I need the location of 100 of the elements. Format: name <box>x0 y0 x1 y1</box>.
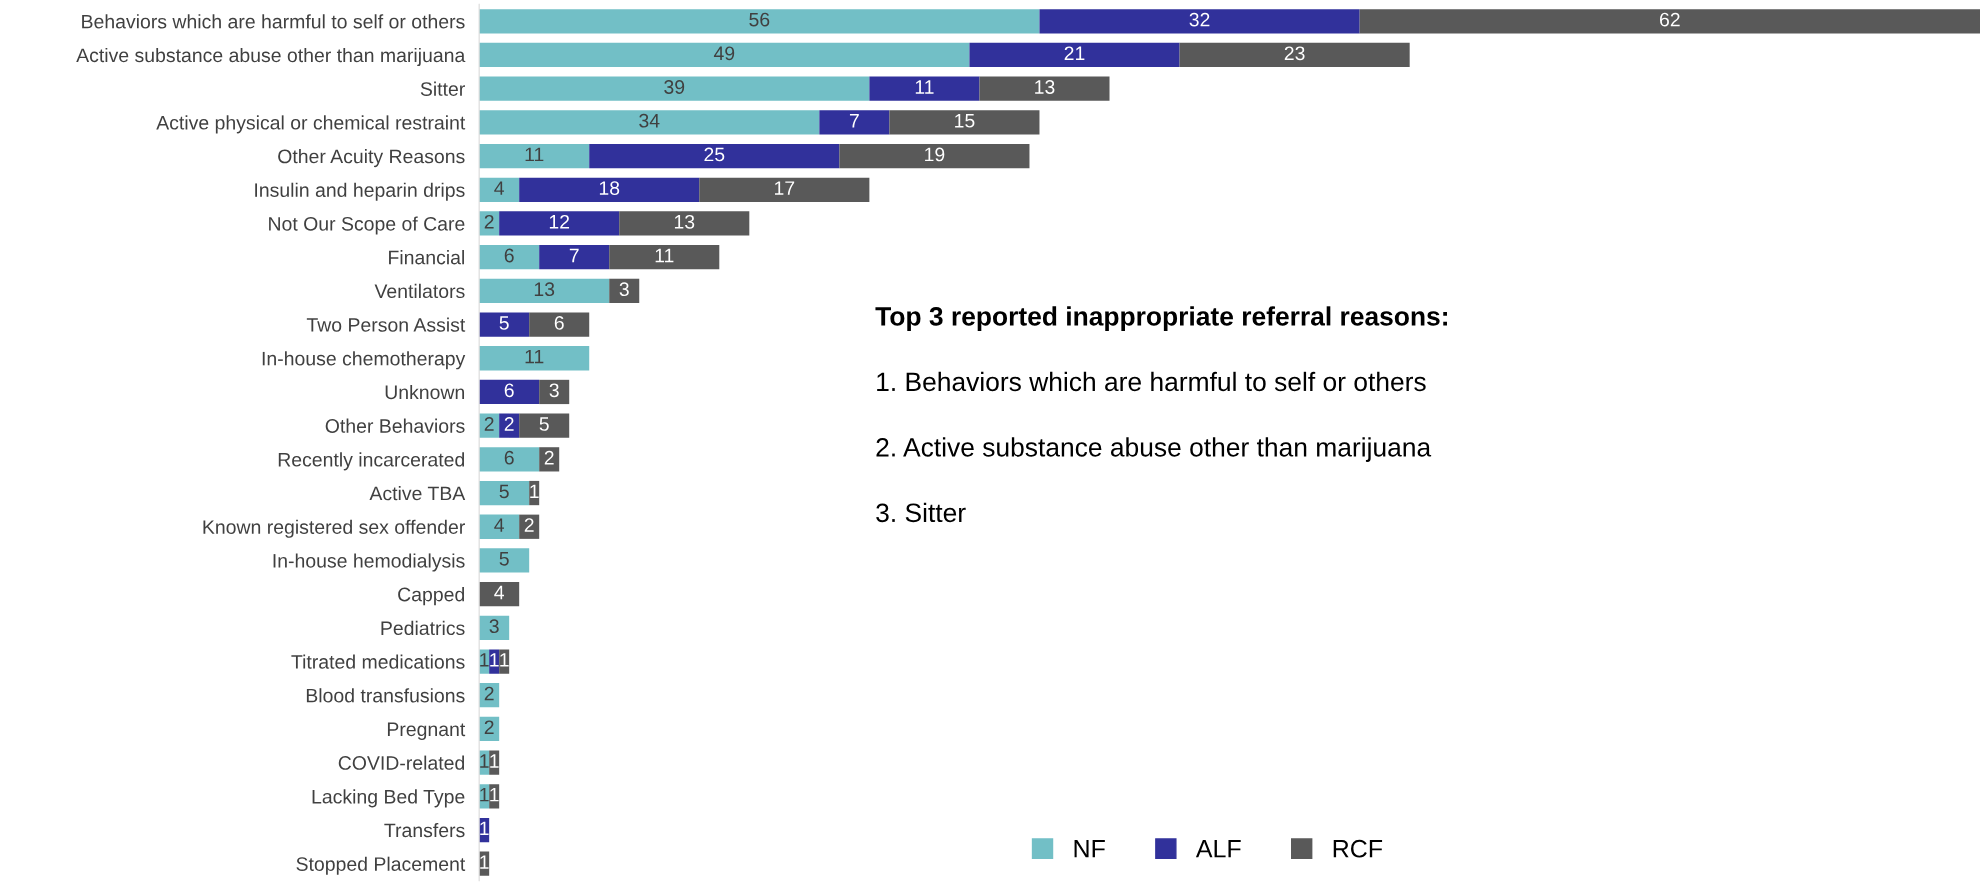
data-label: 56 <box>749 12 770 27</box>
data-label: 5 <box>539 417 549 431</box>
bar <box>479 514 520 539</box>
bar <box>539 245 610 270</box>
annotation: 1. Behaviors which are harmful to self or others <box>877 371 1426 392</box>
data-label: 25 <box>704 147 725 162</box>
bar <box>519 177 700 202</box>
y-tick-label: Other Acuity Reasons <box>278 149 465 168</box>
data-label: 13 <box>1035 80 1055 94</box>
y-tick-label: Active TBA <box>369 486 466 501</box>
y-tick-label: Blood transfusions <box>306 688 465 703</box>
data-label: 7 <box>569 248 579 263</box>
bar <box>609 245 720 270</box>
data-label: 1 <box>530 484 539 499</box>
y-tick-label: Behaviors which are harmful to self or others <box>82 14 465 29</box>
y-tick-label: Two Person Assist <box>306 317 466 332</box>
y-tick-label: Financial <box>389 250 464 265</box>
bar <box>479 582 520 607</box>
y-tick-label: In-house hemodialysis <box>273 553 465 572</box>
data-label: 62 <box>1660 12 1680 27</box>
data-label: 13 <box>674 214 695 229</box>
annotation: 3. Sitter <box>876 502 966 523</box>
data-label: 34 <box>639 113 660 128</box>
data-label: 49 <box>713 46 735 61</box>
bar <box>479 245 540 270</box>
bar <box>839 143 1030 169</box>
data-label: 3 <box>489 619 499 634</box>
data-label: 11 <box>525 147 544 162</box>
data-label: 1 <box>500 653 509 667</box>
bar <box>819 110 890 135</box>
bar <box>479 379 540 405</box>
data-label: 1 <box>490 653 499 667</box>
bar <box>889 110 1040 135</box>
bar <box>1359 9 1980 34</box>
bar <box>479 76 870 101</box>
data-label: 2 <box>504 417 514 431</box>
y-tick-label: Insulin and heparin drips <box>255 182 465 201</box>
data-label: 18 <box>599 181 620 195</box>
y-tick-label: Ventilators <box>374 283 465 299</box>
bar <box>539 379 570 405</box>
y-tick-label: Recently incarcerated <box>278 452 465 471</box>
y-tick-label: Sitter <box>420 81 465 96</box>
data-label: 6 <box>554 316 564 330</box>
y-tick-label: Pregnant <box>387 722 466 741</box>
y-tick-label: Pediatrics <box>381 620 465 636</box>
y-tick-label: Active physical or chemical restraint <box>156 115 466 134</box>
y-tick-label: COVID-related <box>338 755 465 770</box>
y-tick-label: Known registered sex offender <box>203 519 465 538</box>
bar <box>479 42 970 68</box>
data-label: 12 <box>549 214 570 229</box>
bar <box>529 312 590 337</box>
legend-label: ALF <box>1195 840 1241 858</box>
data-label: 6 <box>504 248 514 263</box>
data-label: 11 <box>525 349 544 364</box>
data-label: 21 <box>1064 46 1085 60</box>
data-label: 2 <box>524 518 534 532</box>
bar <box>479 143 590 169</box>
data-label: 4 <box>494 181 505 195</box>
data-label: 13 <box>534 282 555 297</box>
data-label: 1 <box>490 754 499 768</box>
data-label: 15 <box>955 114 975 128</box>
y-tick-label: Not Our Scope of Care <box>269 216 465 235</box>
data-label: 2 <box>484 214 494 229</box>
y-tick-label: Stopped Placement <box>296 856 466 875</box>
bar <box>479 312 530 337</box>
y-tick-label: In-house chemotherapy <box>262 351 466 370</box>
y-tick-label: Other Behaviors <box>325 418 465 433</box>
data-label: 5 <box>499 316 509 330</box>
annotation: Top 3 reported inappropriate referral reasons: <box>875 306 1447 331</box>
data-label: 5 <box>499 484 509 499</box>
bar <box>619 211 750 236</box>
y-tick-label: Titrated medications <box>291 654 465 669</box>
legend-label: RCF <box>1333 839 1383 858</box>
data-label: 6 <box>504 450 514 465</box>
bar <box>589 143 840 169</box>
bar <box>499 211 620 236</box>
bar <box>539 447 560 472</box>
data-label: 23 <box>1284 46 1305 61</box>
y-tick-label: Active substance abuse other than marijuana <box>76 47 466 67</box>
data-label: 2 <box>484 686 494 701</box>
data-label: 2 <box>544 450 554 465</box>
data-label: 2 <box>484 720 494 734</box>
legend-label: NF <box>1074 840 1105 858</box>
data-label: 11 <box>915 80 934 94</box>
bar <box>479 447 540 472</box>
bar <box>479 480 530 506</box>
bar <box>479 9 1040 34</box>
bar <box>479 110 820 135</box>
y-tick-label: Transfers <box>384 823 465 838</box>
bar <box>869 76 980 101</box>
data-label: 7 <box>849 114 859 128</box>
data-label: 4 <box>494 518 505 532</box>
bar <box>979 76 1110 101</box>
data-label: 1 <box>490 787 499 802</box>
bar <box>699 177 870 202</box>
data-label: 2 <box>484 417 494 431</box>
data-label: 4 <box>494 585 505 600</box>
bar <box>479 346 590 371</box>
data-label: 39 <box>664 80 685 94</box>
data-label: 1 <box>480 754 489 768</box>
